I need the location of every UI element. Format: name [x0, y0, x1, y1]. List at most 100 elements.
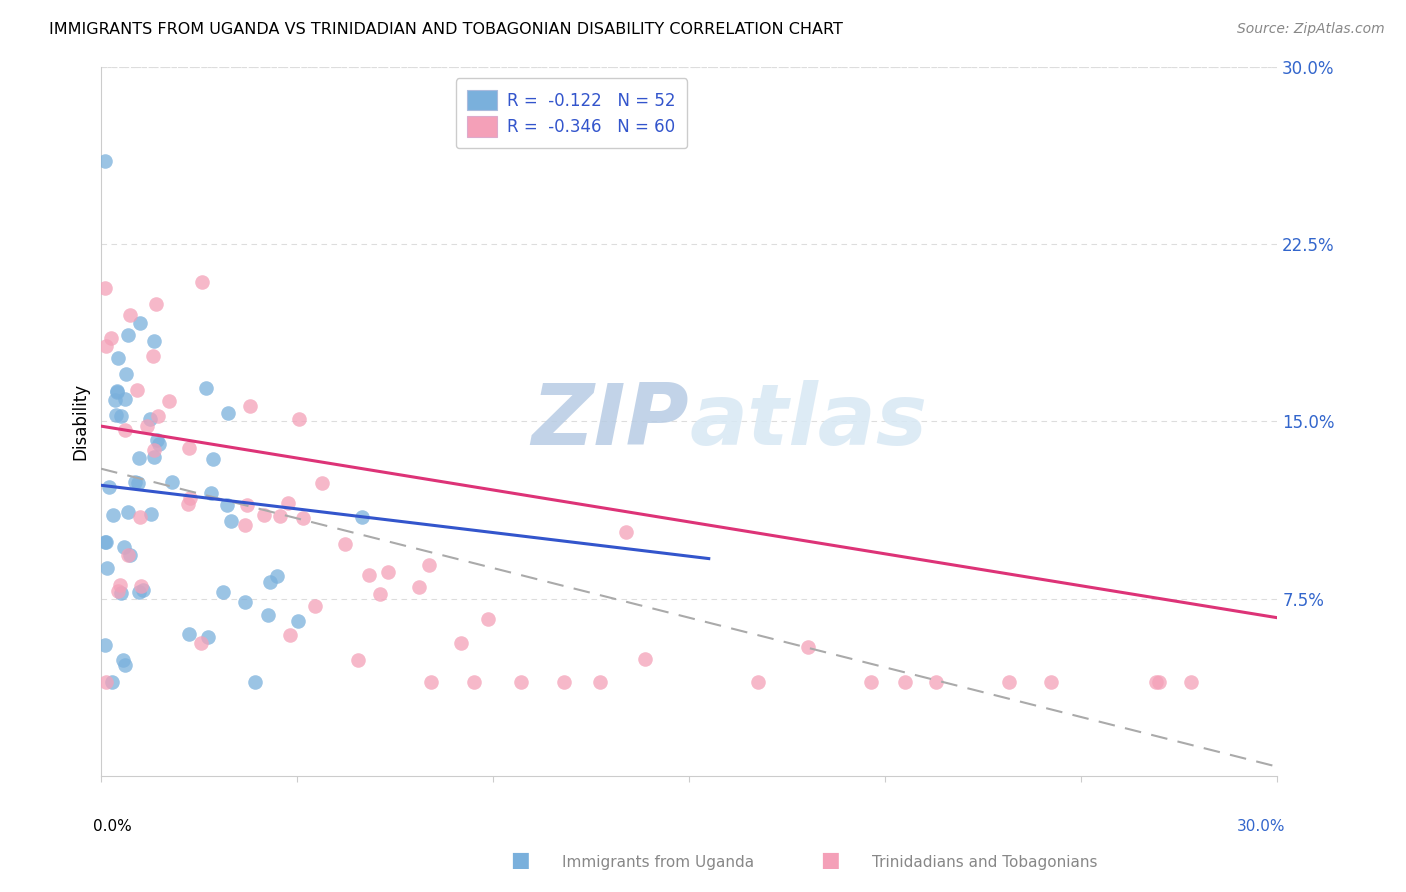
- Point: [894, 674, 917, 689]
- Point: [245, 674, 267, 689]
- Point: [117, 505, 139, 519]
- Point: [94, 339, 117, 353]
- Point: [219, 514, 242, 528]
- Point: [201, 452, 224, 467]
- Text: ■: ■: [820, 850, 839, 870]
- Point: [287, 615, 309, 629]
- Point: [269, 509, 291, 524]
- Text: IMMIGRANTS FROM UGANDA VS TRINIDADIAN AND TOBAGONIAN DISABILITY CORRELATION CHAR: IMMIGRANTS FROM UGANDA VS TRINIDADIAN AN…: [49, 22, 844, 37]
- Point: [124, 475, 146, 490]
- Point: [104, 392, 127, 407]
- Point: [105, 384, 128, 399]
- Point: [200, 485, 222, 500]
- Point: [333, 537, 356, 551]
- Point: [107, 584, 129, 599]
- Point: [148, 409, 170, 424]
- Point: [215, 498, 238, 512]
- Text: Immigrants from Uganda: Immigrants from Uganda: [562, 855, 755, 870]
- Point: [218, 406, 240, 420]
- Point: [509, 674, 531, 689]
- Point: [112, 541, 135, 555]
- Point: [291, 511, 314, 525]
- Point: [110, 409, 132, 424]
- Point: [107, 351, 129, 365]
- Point: [236, 498, 259, 512]
- Text: 30.0%: 30.0%: [1237, 819, 1285, 834]
- Point: [1147, 674, 1170, 689]
- Y-axis label: Disability: Disability: [72, 383, 89, 460]
- Point: [288, 412, 311, 426]
- Point: [117, 327, 139, 342]
- Legend: R =  -0.122   N = 52, R =  -0.346   N = 60: R = -0.122 N = 52, R = -0.346 N = 60: [456, 78, 688, 148]
- Text: atlas: atlas: [689, 380, 928, 463]
- Point: [1144, 674, 1167, 689]
- Point: [177, 441, 200, 455]
- Point: [233, 595, 256, 609]
- Point: [233, 517, 256, 532]
- Point: [115, 367, 138, 381]
- Point: [96, 674, 118, 689]
- Text: ZIP: ZIP: [531, 380, 689, 463]
- Point: [304, 599, 326, 613]
- Point: [114, 658, 136, 673]
- Point: [190, 635, 212, 649]
- Point: [191, 276, 214, 290]
- Point: [463, 674, 485, 689]
- Point: [139, 507, 162, 521]
- Point: [94, 535, 117, 549]
- Point: [239, 399, 262, 413]
- Point: [157, 394, 180, 409]
- Point: [94, 154, 117, 169]
- Point: [860, 674, 883, 689]
- Text: 0.0%: 0.0%: [93, 819, 132, 834]
- Point: [408, 580, 430, 594]
- Point: [128, 585, 150, 599]
- Point: [259, 574, 281, 589]
- Point: [277, 496, 299, 510]
- Point: [195, 381, 218, 395]
- Point: [266, 569, 288, 583]
- Point: [143, 443, 166, 458]
- Point: [143, 450, 166, 464]
- Point: [96, 560, 118, 574]
- Point: [145, 297, 167, 311]
- Text: Source: ZipAtlas.com: Source: ZipAtlas.com: [1237, 22, 1385, 37]
- Point: [589, 674, 612, 689]
- Point: [129, 510, 152, 524]
- Point: [634, 652, 657, 666]
- Point: [142, 334, 165, 349]
- Point: [553, 674, 575, 689]
- Point: [136, 419, 159, 434]
- Point: [142, 349, 165, 363]
- Point: [477, 612, 499, 626]
- Point: [998, 674, 1021, 689]
- Point: [177, 627, 200, 641]
- Point: [105, 408, 128, 422]
- Point: [197, 630, 219, 644]
- Point: [139, 411, 162, 425]
- Point: [94, 638, 117, 652]
- Point: [1039, 674, 1062, 689]
- Point: [924, 674, 946, 689]
- Point: [377, 565, 399, 579]
- Text: ■: ■: [510, 850, 530, 870]
- Point: [128, 450, 150, 465]
- Point: [177, 497, 200, 511]
- Point: [100, 330, 122, 344]
- Point: [114, 392, 136, 406]
- Point: [797, 640, 820, 654]
- Point: [311, 475, 333, 490]
- Point: [94, 280, 117, 294]
- Point: [127, 384, 149, 398]
- Point: [278, 628, 301, 642]
- Point: [347, 653, 370, 667]
- Point: [101, 508, 124, 522]
- Point: [101, 674, 124, 689]
- Point: [450, 636, 472, 650]
- Point: [614, 524, 637, 539]
- Point: [148, 437, 170, 451]
- Point: [118, 308, 141, 322]
- Point: [118, 548, 141, 562]
- Point: [256, 608, 278, 623]
- Point: [110, 586, 132, 600]
